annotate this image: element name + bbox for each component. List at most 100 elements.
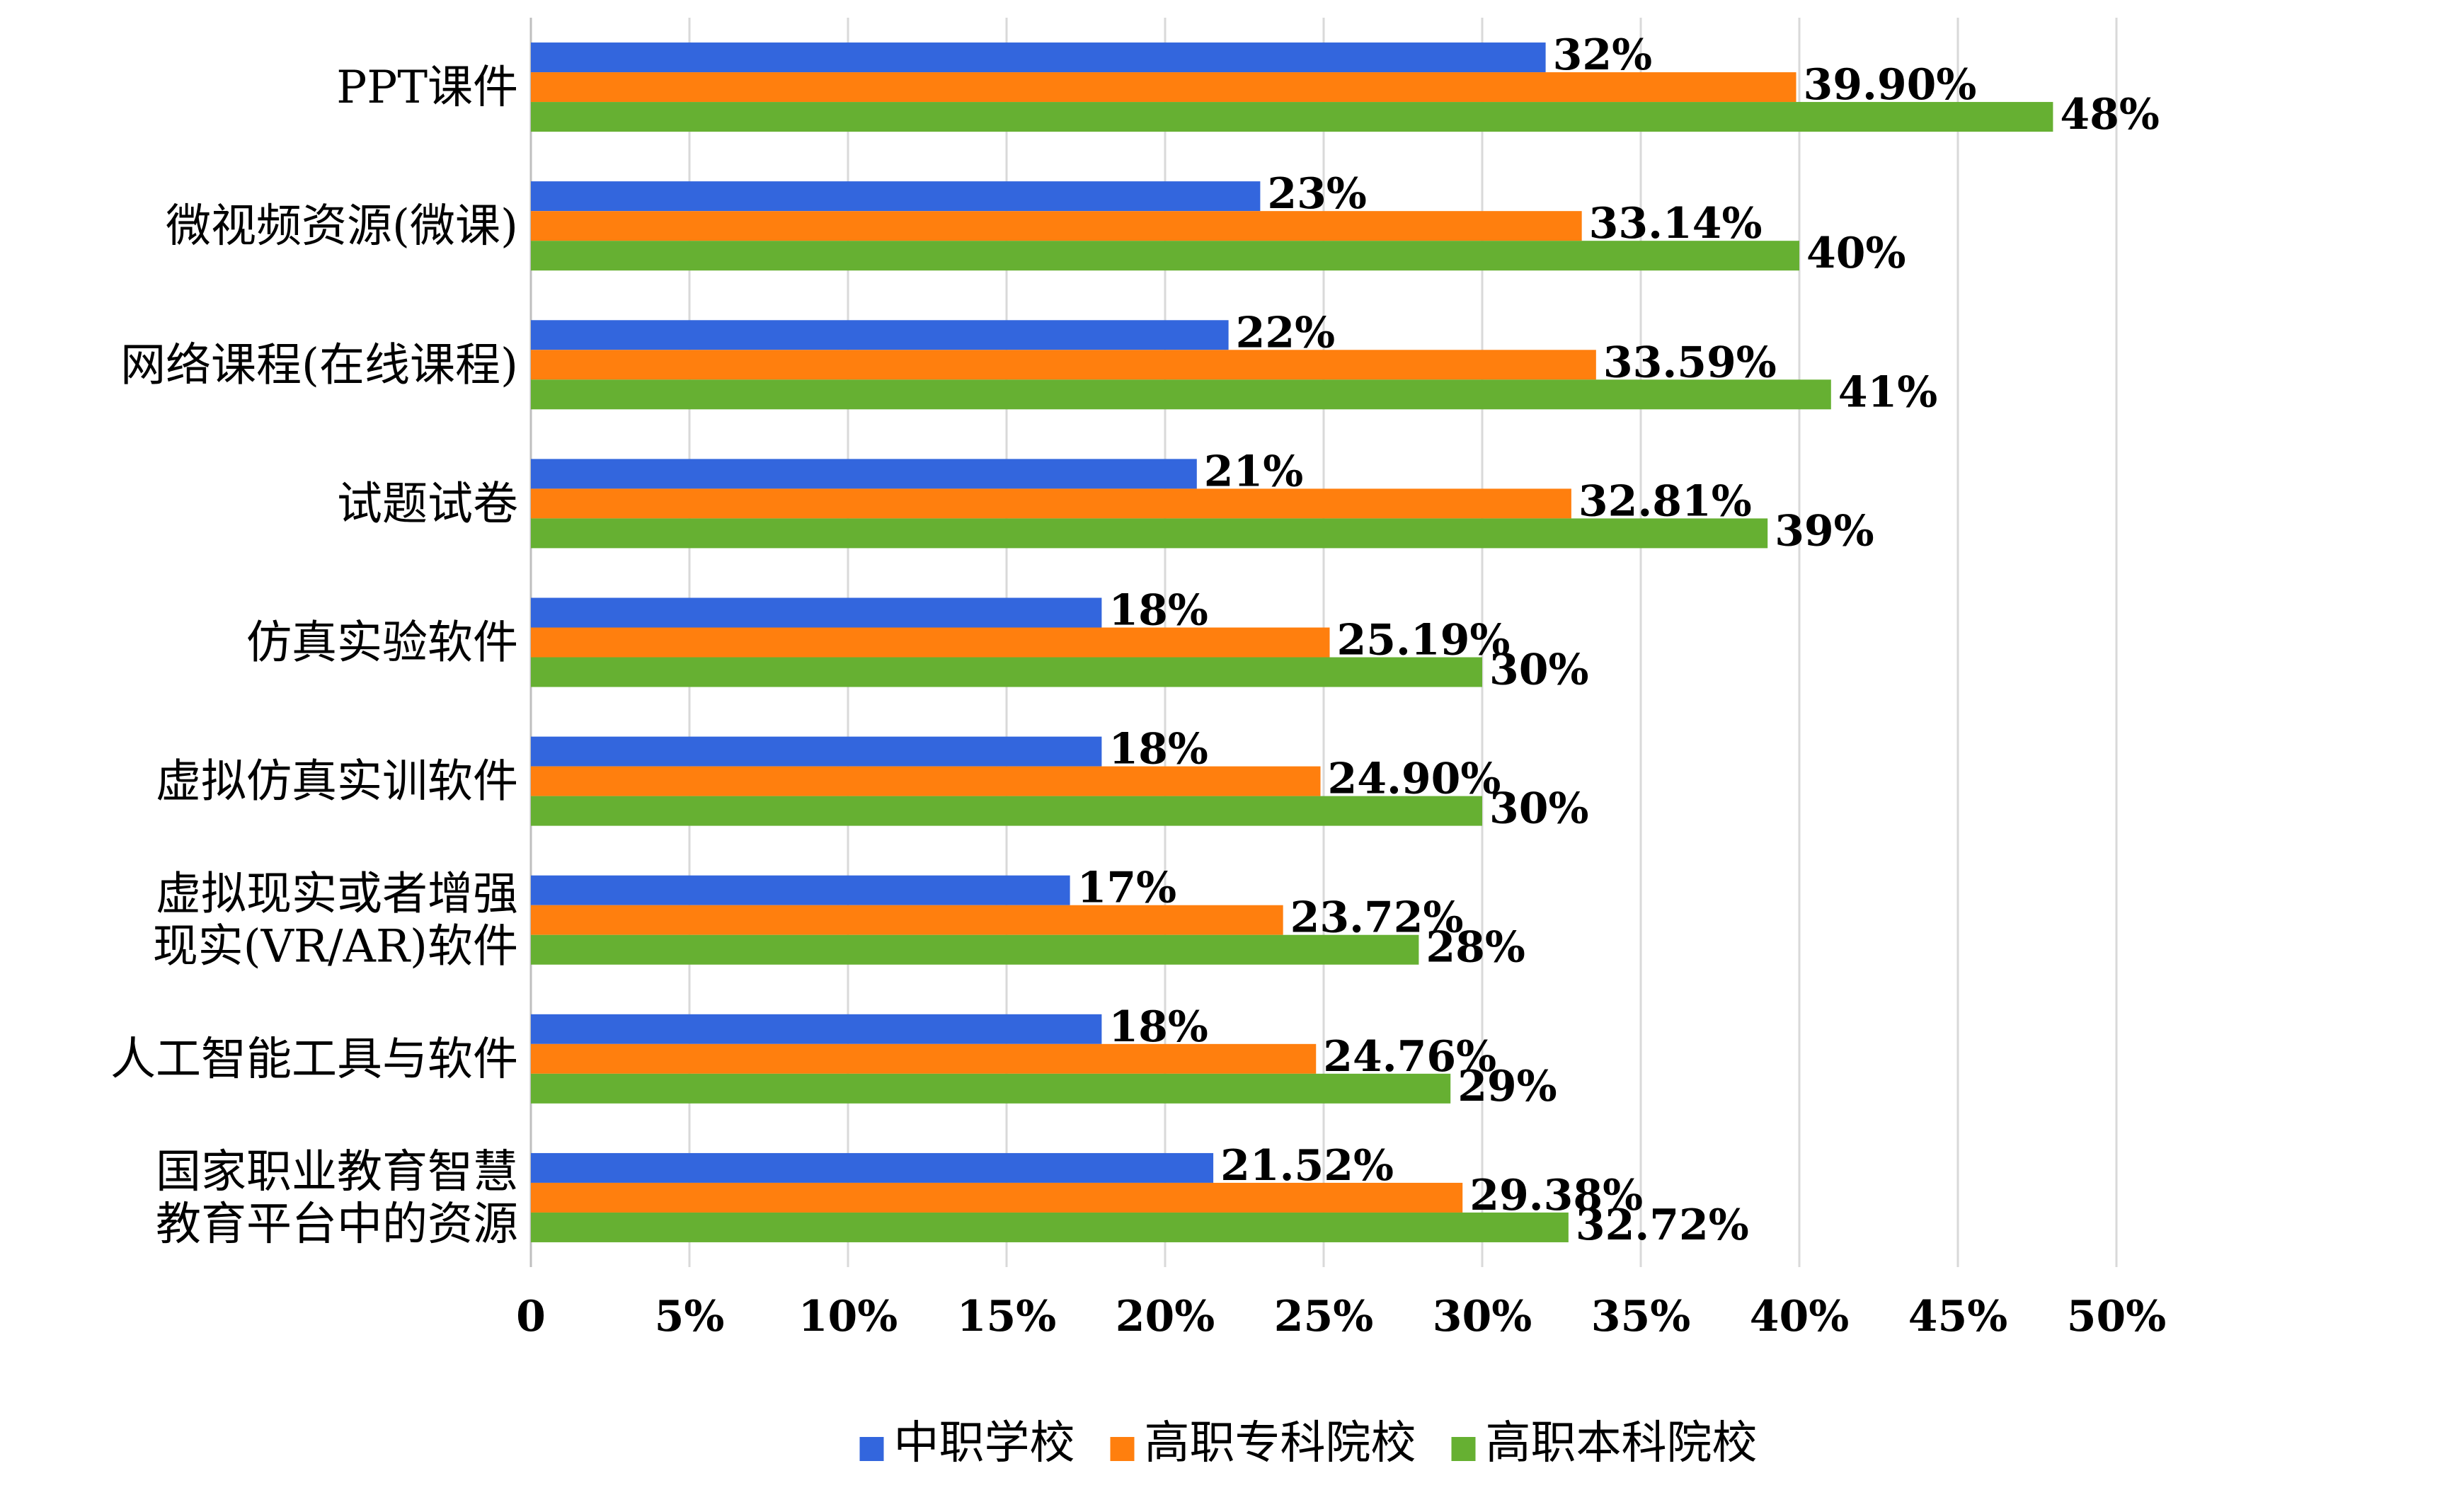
category-label: 虚拟现实或者增强现实(VR/AR)软件 <box>153 869 518 973</box>
bar-0-4 <box>531 597 1102 628</box>
legend-label: 中职学校 <box>894 1417 1075 1470</box>
x-tick-label: 50% <box>2067 1292 2167 1341</box>
legend-item: 高职本科院校 <box>1451 1417 1758 1470</box>
bar-1-6 <box>531 905 1283 935</box>
data-label: 23% <box>1267 169 1367 219</box>
x-tick-label: 35% <box>1591 1292 1691 1341</box>
bar-1-3 <box>531 488 1571 519</box>
bar-2-3 <box>531 518 1768 549</box>
legend-swatch <box>1110 1437 1135 1461</box>
data-label: 25.19% <box>1337 616 1511 665</box>
data-label: 28% <box>1426 923 1525 973</box>
bar-2-6 <box>531 934 1419 965</box>
bar-2-1 <box>531 241 1799 271</box>
legend-swatch <box>859 1437 884 1461</box>
bar-2-2 <box>531 379 1831 410</box>
x-tick-label: 25% <box>1274 1292 1374 1341</box>
data-label: 29.38% <box>1469 1171 1643 1220</box>
data-label: 18% <box>1108 1002 1208 1052</box>
bar-0-5 <box>531 736 1102 767</box>
data-label: 18% <box>1108 725 1208 774</box>
category-label-line: 虚拟现实或者增强 <box>156 869 518 921</box>
legend-label: 高职专科院校 <box>1145 1417 1416 1470</box>
data-label: 21% <box>1204 447 1304 496</box>
category-label: 微视频资源(微课) <box>166 200 518 253</box>
category-label-line: 微视频资源(微课) <box>166 200 518 253</box>
data-labels-layer: 32% 39.90% 48% 23% 33.14% 40% 22% 33.59% 41% 21% 3… <box>1077 30 2160 1250</box>
x-tick-label: 10% <box>798 1292 898 1341</box>
x-tick-label: 20% <box>1116 1292 1215 1341</box>
data-label: 24.76% <box>1323 1032 1496 1082</box>
data-label: 22% <box>1236 308 1336 357</box>
x-tick-label: 5% <box>655 1292 725 1341</box>
bar-0-1 <box>531 181 1261 212</box>
category-label: 试题试卷 <box>337 478 518 530</box>
category-label: 人工智能工具与软件 <box>110 1033 518 1086</box>
legend-item: 高职专科院校 <box>1110 1417 1416 1470</box>
data-label: 40% <box>1806 229 1906 278</box>
x-tick-label: 0 <box>516 1292 546 1341</box>
category-label-line: 试题试卷 <box>337 478 518 530</box>
bar-0-0 <box>531 42 1546 73</box>
bar-1-0 <box>531 72 1796 103</box>
bar-1-7 <box>531 1043 1317 1074</box>
legend: 中职学校 高职专科院校 高职本科院校 <box>859 1417 1758 1470</box>
x-tick-label: 30% <box>1433 1292 1532 1341</box>
data-label: 39.90% <box>1804 60 1977 110</box>
bars-layer <box>531 42 2053 1242</box>
bar-1-4 <box>531 627 1330 658</box>
category-label-line: 人工智能工具与软件 <box>110 1033 518 1086</box>
data-label: 21.52% <box>1220 1141 1394 1191</box>
data-label: 33.59% <box>1603 338 1777 387</box>
category-label-line: 网络课程(在线课程) <box>120 339 518 391</box>
category-label: 虚拟仿真实训软件 <box>156 756 518 808</box>
bar-0-8 <box>531 1152 1214 1183</box>
data-label: 30% <box>1489 646 1589 695</box>
data-label: 23.72% <box>1290 893 1464 943</box>
legend-item: 中职学校 <box>859 1417 1075 1470</box>
legend-swatch <box>1451 1437 1476 1461</box>
category-label-line: 虚拟仿真实训软件 <box>156 756 518 808</box>
category-label-line: PPT课件 <box>336 62 518 114</box>
category-label-line: 仿真实验软件 <box>246 617 518 670</box>
bar-2-4 <box>531 657 1482 687</box>
x-axis-ticks-layer: 0 5% 10% 15% 20% 25% 30% 35% 40% 45% 50% <box>516 1292 2166 1341</box>
bar-0-6 <box>531 875 1070 905</box>
data-label: 30% <box>1489 784 1589 834</box>
data-label: 24.90% <box>1328 755 1501 804</box>
category-label: 仿真实验软件 <box>246 617 518 670</box>
data-label: 29% <box>1457 1062 1557 1111</box>
data-label: 32% <box>1553 30 1653 80</box>
category-label: PPT课件 <box>336 62 518 114</box>
bar-1-1 <box>531 211 1582 241</box>
bar-2-5 <box>531 796 1482 826</box>
data-label: 33.14% <box>1589 199 1763 248</box>
x-tick-label: 40% <box>1750 1292 1850 1341</box>
category-label-line: 国家职业教育智慧 <box>156 1146 518 1198</box>
bar-0-2 <box>531 320 1229 350</box>
category-label-line: 现实(VR/AR)软件 <box>153 921 518 973</box>
data-label: 39% <box>1775 506 1874 556</box>
bar-2-7 <box>531 1073 1451 1104</box>
data-label: 17% <box>1077 864 1177 913</box>
data-label: 48% <box>2060 90 2160 139</box>
bar-0-7 <box>531 1014 1102 1044</box>
legend-label: 高职本科院校 <box>1486 1417 1758 1470</box>
data-label: 32.81% <box>1578 476 1752 526</box>
x-tick-label: 15% <box>957 1292 1057 1341</box>
category-label-line: 教育平台中的资源 <box>156 1198 518 1251</box>
bar-0-3 <box>531 459 1197 489</box>
bar-1-8 <box>531 1182 1463 1213</box>
x-tick-label: 45% <box>1908 1292 2008 1341</box>
data-label: 41% <box>1838 367 1938 417</box>
category-label: 国家职业教育智慧教育平台中的资源 <box>156 1146 518 1251</box>
data-label: 18% <box>1108 586 1208 636</box>
data-label: 32.72% <box>1576 1201 1749 1250</box>
bar-2-0 <box>531 102 2053 132</box>
bar-2-8 <box>531 1212 1569 1242</box>
category-label: 网络课程(在线课程) <box>120 339 518 391</box>
bar-1-2 <box>531 350 1596 380</box>
bar-1-5 <box>531 766 1321 796</box>
